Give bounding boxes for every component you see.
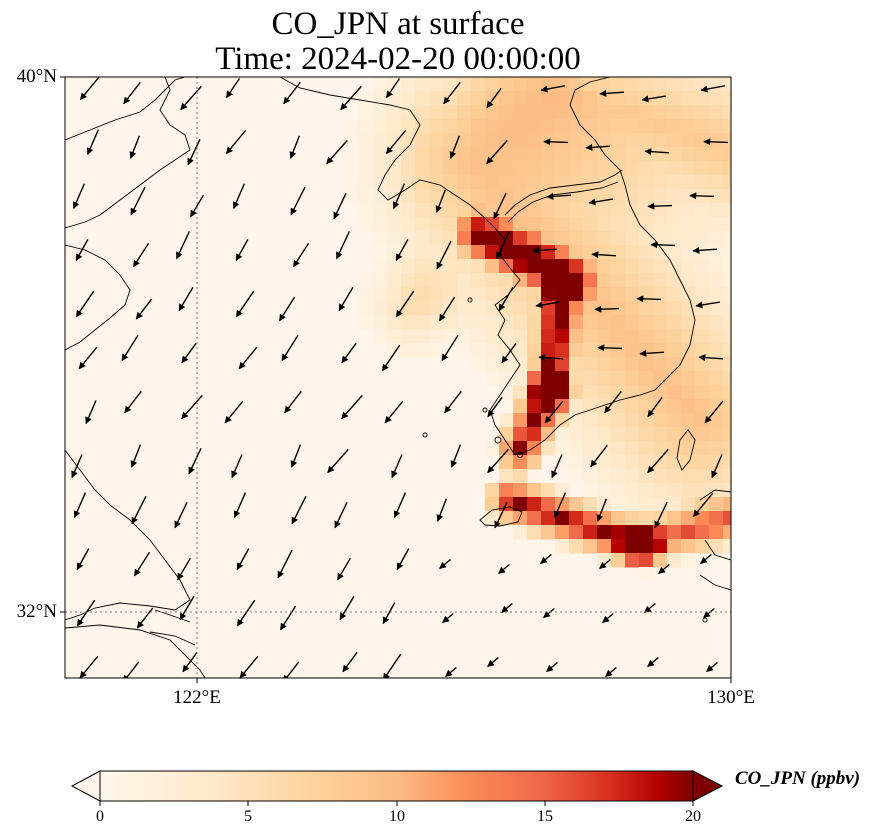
lat-label-32n: 32°N	[16, 601, 57, 622]
colorbar-min-extend	[70, 770, 101, 802]
gridlines	[65, 77, 731, 678]
colorbar-tick-5: 5	[244, 808, 252, 825]
lon-label-130e: 130°E	[707, 687, 755, 708]
co-concentration-field	[345, 77, 731, 582]
colorbar-tick-10: 10	[389, 808, 405, 825]
colorbar-label: CO_JPN (ppbv)	[735, 768, 861, 789]
wind-vectors	[71, 77, 729, 678]
lat-label-40n: 40°N	[16, 66, 57, 87]
coastline	[65, 77, 731, 678]
map-frame	[64, 76, 732, 679]
map-title: CO_JPN at surface	[271, 6, 525, 42]
axis-ticks	[60, 76, 732, 683]
map-time-subtitle: Time: 2024-02-20 00:00:00	[215, 41, 581, 77]
lon-label-122e: 122°E	[173, 687, 221, 708]
colorbar-tick-0: 0	[96, 808, 104, 825]
colorbar	[70, 770, 724, 806]
colorbar-tick-20: 20	[685, 808, 701, 825]
colorbar-max-extend	[692, 770, 724, 802]
colorbar-gradient	[100, 771, 693, 801]
colorbar-tick-15: 15	[537, 808, 553, 825]
